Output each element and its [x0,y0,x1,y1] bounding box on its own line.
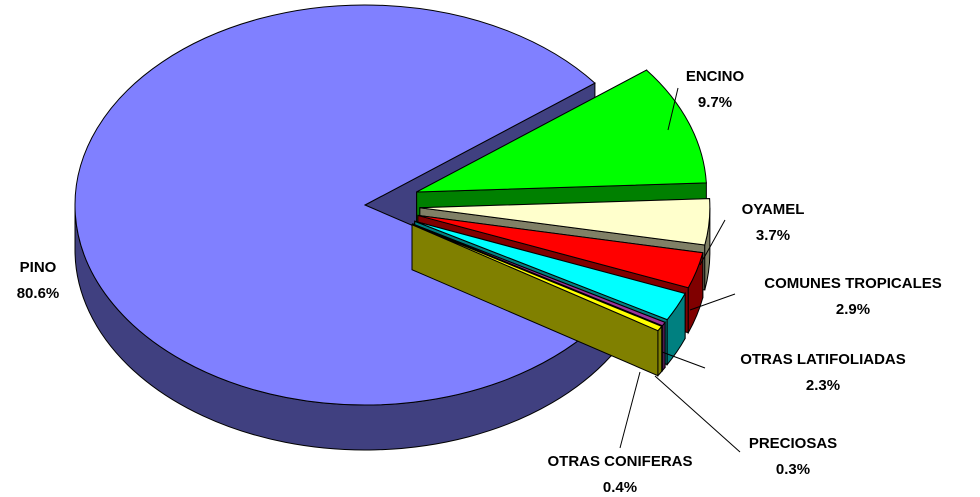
slice-value-label: 2.9% [836,301,870,318]
slice-value-label: 9.7% [698,94,732,111]
leader-line [689,293,736,311]
slice-side [657,325,663,377]
slice-label: PRECIOSAS [749,435,837,452]
leader-line [619,371,641,449]
slice [419,198,711,246]
slice-label: COMUNES TROPICALES [764,275,942,292]
slice-value-label: 0.4% [603,479,637,496]
slice-value-label: 80.6% [17,285,60,302]
leader-line [661,351,706,369]
slice-value-label: 2.3% [806,377,840,394]
slice-value-label: 3.7% [756,227,790,244]
slice-label: OTRAS LATIFOLIADAS [740,351,906,368]
slice [414,220,686,321]
slice-label: ENCINO [686,68,745,85]
slice [416,69,707,193]
leader-line [667,87,679,131]
slice [411,224,663,332]
slice [417,214,704,289]
slice-label: OYAMEL [742,201,805,218]
slice [412,223,666,327]
leader-line [699,219,726,266]
slice-value-label: 0.3% [776,461,810,478]
slice [74,4,612,406]
slice-label: PINO [20,259,57,276]
leader-line [654,375,741,453]
slice-label: OTRAS CONIFERAS [547,453,692,470]
slice-side [661,320,666,373]
